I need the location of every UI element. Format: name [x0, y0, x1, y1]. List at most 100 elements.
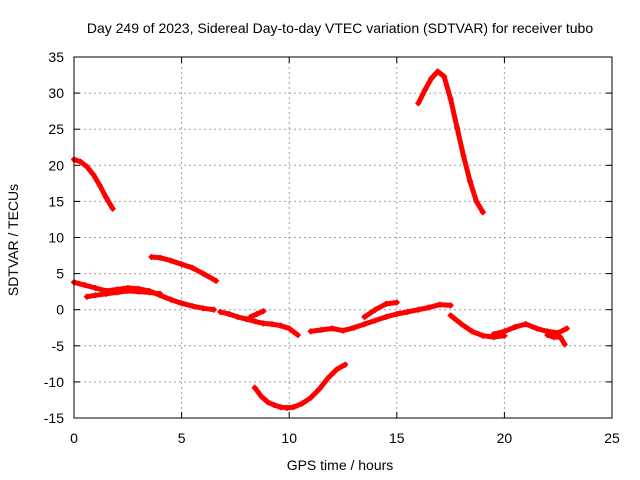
- data-point: [290, 404, 297, 411]
- data-point: [333, 366, 340, 373]
- series-trace: [544, 332, 568, 347]
- data-point: [253, 311, 260, 318]
- data-point: [92, 292, 99, 299]
- x-tick-labels: 0 5 10 15 20 25: [70, 430, 620, 446]
- data-point: [393, 299, 400, 306]
- series-trace: [149, 254, 219, 284]
- y-tick-label: -15: [44, 410, 64, 426]
- y-tick-labels: -15 -10 -5 0 5 10 15 20 25 30 35: [44, 49, 64, 426]
- x-tick-label: 0: [70, 430, 78, 446]
- data-point: [428, 75, 435, 82]
- data-point: [458, 321, 465, 328]
- data-point: [103, 194, 110, 201]
- data-point: [544, 331, 551, 338]
- data-point: [393, 311, 400, 318]
- data-point: [415, 306, 422, 313]
- x-tick-label: 15: [389, 430, 405, 446]
- data-point: [479, 332, 486, 339]
- data-point: [436, 301, 443, 308]
- data-point: [260, 320, 267, 327]
- data-point: [421, 87, 428, 94]
- y-tick-label: 5: [56, 266, 64, 282]
- data-point: [460, 152, 467, 159]
- data-point: [234, 313, 241, 320]
- data-point: [157, 290, 164, 297]
- series-trace: [362, 300, 400, 320]
- data-point: [447, 302, 454, 309]
- data-point: [404, 308, 411, 315]
- data-point: [135, 288, 142, 295]
- data-point: [434, 68, 441, 75]
- data-point: [77, 158, 84, 165]
- data-point: [512, 324, 519, 331]
- y-tick-label: 20: [48, 157, 64, 173]
- data-point: [251, 318, 258, 325]
- data-point: [83, 163, 90, 170]
- data-point: [96, 182, 103, 189]
- data-point: [447, 312, 454, 319]
- data-point: [307, 328, 314, 335]
- data-point: [268, 321, 275, 328]
- data-point: [157, 254, 164, 261]
- x-tick-label: 20: [497, 430, 513, 446]
- data-point: [415, 100, 422, 107]
- x-tick-label: 25: [604, 430, 620, 446]
- data-point: [350, 324, 357, 331]
- data-point: [200, 270, 207, 277]
- data-point: [454, 124, 461, 131]
- x-tick-label: 10: [281, 430, 297, 446]
- series-low-arc: [251, 361, 349, 411]
- series-trace: [217, 309, 301, 338]
- data-point: [109, 205, 116, 212]
- series-evening-dip: [447, 312, 508, 341]
- data-point: [372, 306, 379, 313]
- data-point: [225, 311, 232, 318]
- data-point: [146, 289, 153, 296]
- data-point: [490, 331, 497, 338]
- plot-frame: [73, 56, 613, 419]
- data-point: [277, 404, 284, 411]
- data-point: [247, 313, 254, 320]
- data-point: [251, 384, 258, 391]
- data-point: [466, 178, 473, 185]
- y-tick-label: -5: [52, 338, 65, 354]
- x-axis-label: GPS time / hours: [287, 457, 394, 473]
- data-point: [299, 400, 306, 407]
- data-points: [71, 68, 570, 411]
- y-tick-label: 30: [48, 85, 64, 101]
- series-midday-bump: [247, 308, 267, 320]
- data-point: [167, 296, 174, 303]
- data-point: [83, 293, 90, 300]
- data-point: [167, 257, 174, 264]
- series-high-arc: [415, 68, 486, 216]
- data-point: [426, 304, 433, 311]
- data-point: [329, 325, 336, 332]
- y-tick-label: 25: [48, 121, 64, 137]
- data-point: [286, 325, 293, 332]
- data-point: [372, 317, 379, 324]
- data-point: [200, 305, 207, 312]
- data-point: [324, 375, 331, 382]
- series-midday-track: [217, 308, 301, 338]
- y-tick-label: 10: [48, 230, 64, 246]
- series-early-high: [71, 156, 116, 212]
- data-point: [316, 386, 323, 393]
- chart-title: Day 249 of 2023, Sidereal Day-to-day VTE…: [87, 20, 594, 36]
- data-point: [533, 325, 540, 332]
- data-point: [383, 300, 390, 307]
- data-point: [550, 334, 557, 341]
- data-point: [294, 331, 301, 338]
- grid-layer: [73, 56, 613, 419]
- data-point: [447, 95, 454, 102]
- series-afternoon-track: [307, 301, 454, 335]
- data-point: [473, 198, 480, 205]
- data-point: [307, 394, 314, 401]
- data-point: [217, 308, 224, 315]
- data-point: [318, 326, 325, 333]
- data-point: [260, 308, 267, 315]
- data-point: [258, 393, 265, 400]
- data-point: [148, 253, 155, 260]
- y-tick-label: 35: [48, 49, 64, 65]
- data-point: [264, 399, 271, 406]
